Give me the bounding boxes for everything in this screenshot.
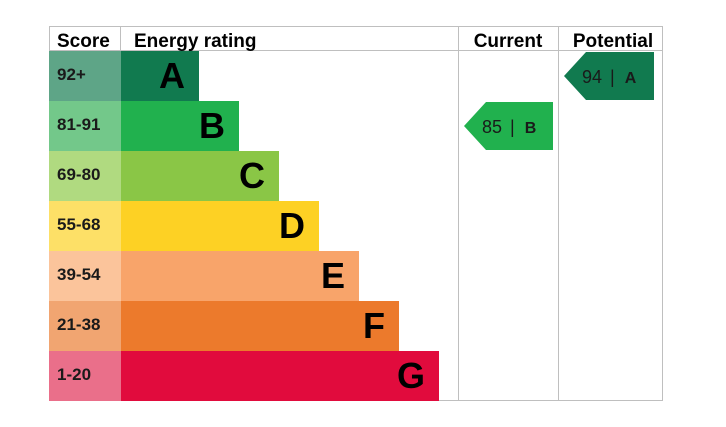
potential-rating-label: 94 | A [582, 67, 637, 87]
current-arrow [464, 102, 553, 150]
energy-rating-header: Energy rating [134, 31, 256, 52]
band-letter-e: E [321, 255, 345, 296]
score-cell-c [49, 151, 121, 201]
score-cell-d [49, 201, 121, 251]
potential-arrow [564, 52, 654, 100]
band-letter-f: F [363, 305, 385, 346]
potential-separator: | [610, 67, 615, 87]
current-separator: | [510, 117, 515, 137]
rating-arrows: 85 | B 94 | A [464, 52, 654, 150]
band-bar-c [121, 151, 279, 201]
band-bar-f [121, 301, 399, 351]
score-range-c: 69-80 [57, 165, 100, 184]
current-band-letter: B [525, 120, 537, 137]
score-range-f: 21-38 [57, 315, 100, 334]
score-cell-b [49, 101, 121, 151]
score-range-d: 55-68 [57, 215, 100, 234]
score-cell-g [49, 351, 121, 401]
score-cell-e [49, 251, 121, 301]
score-range-a: 92+ [57, 65, 86, 84]
band-bar-b [121, 101, 239, 151]
potential-band-letter: A [625, 70, 637, 87]
score-cell-f [49, 301, 121, 351]
potential-value: 94 [582, 67, 602, 87]
score-range-b: 81-91 [57, 115, 100, 134]
score-cell-a [49, 51, 121, 101]
current-header: Current [474, 31, 543, 52]
current-rating-label: 85 | B [482, 117, 536, 137]
current-value: 85 [482, 117, 502, 137]
band-letter-b: B [199, 105, 225, 146]
band-bar-e [121, 251, 359, 301]
potential-header: Potential [573, 31, 653, 52]
score-range-g: 1-20 [57, 365, 91, 384]
band-letter-a: A [159, 55, 185, 96]
band-letter-g: G [397, 355, 425, 396]
score-range-e: 39-54 [57, 265, 101, 284]
band-bar-a [121, 51, 199, 101]
band-letter-c: C [239, 155, 265, 196]
band-bar-g [121, 351, 439, 401]
band-letter-d: D [279, 205, 305, 246]
score-header: Score [57, 31, 110, 52]
rating-bands: 92+ A 81-91 B 69-80 C 55-68 D 39-54 E 21-38 F 1-20 G [49, 51, 439, 401]
band-bar-d [121, 201, 319, 251]
